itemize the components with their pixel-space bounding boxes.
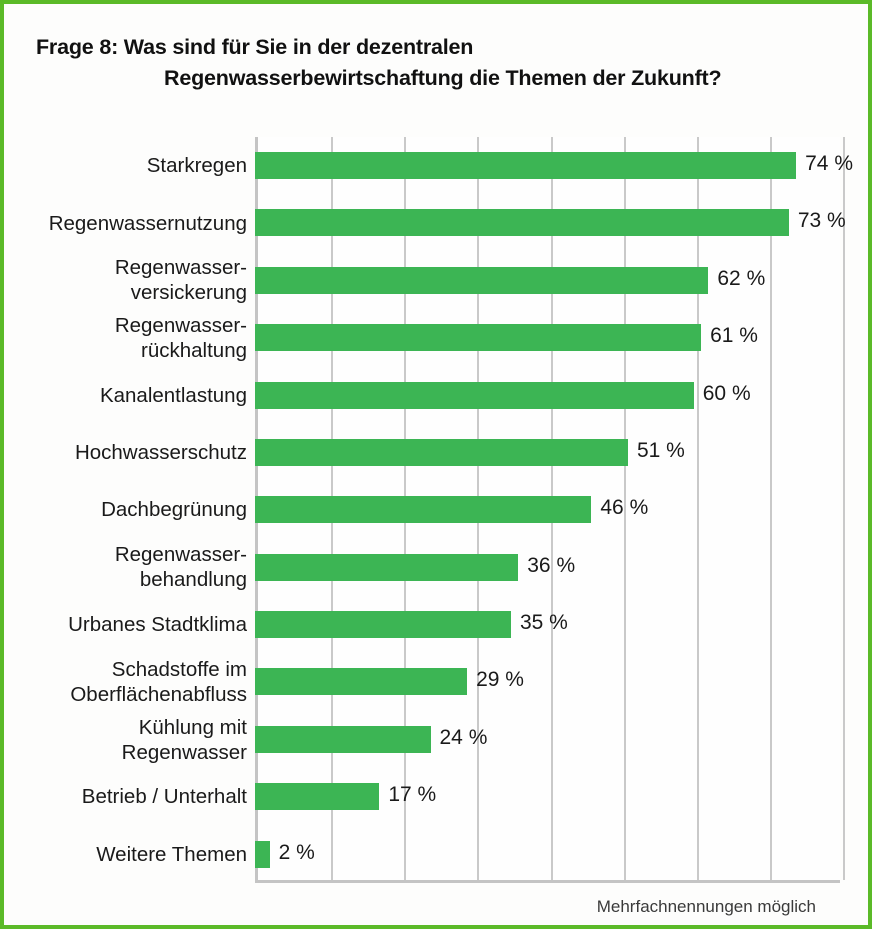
category-label-row: Dachbegrünung <box>12 481 247 538</box>
category-label: Hochwasserschutz <box>74 441 247 465</box>
category-label-row: Starkregen <box>12 137 247 194</box>
category-label-row: Weitere Themen <box>12 826 247 883</box>
plot-area-wrapper: Starkregen Regenwassernutzung Regenwasser-… <box>4 4 868 925</box>
category-label-row: Regenwassernutzung <box>12 194 247 251</box>
gridline <box>696 137 699 880</box>
bar-value-label: 46 % <box>600 496 649 520</box>
category-label: Regenwassernutzung <box>48 211 247 235</box>
category-label-row: Regenwasser- versickerung <box>12 252 247 309</box>
category-label-row: Urbanes Stadtklima <box>12 596 247 653</box>
bar <box>255 668 468 696</box>
category-label-row: Kühlung mit Regenwasser <box>12 711 247 768</box>
gridline <box>843 137 845 880</box>
bar-row: 17 % <box>255 768 840 825</box>
bar <box>255 725 431 753</box>
category-label-row: Regenwasser- rückhaltung <box>12 309 247 366</box>
bar-row: 61 % <box>255 309 840 366</box>
bar-row: 46 % <box>255 481 840 538</box>
category-label: Weitere Themen <box>96 842 247 866</box>
bar-value-label: 51 % <box>636 438 685 462</box>
bar-row: 60 % <box>255 367 840 424</box>
bar-row: 35 % <box>255 596 840 653</box>
bar-row: 62 % <box>255 252 840 309</box>
bar-value-label: 2 % <box>278 840 315 864</box>
chart-title-line-1: Frage 8: Was sind für Sie in der dezentr… <box>36 35 474 59</box>
category-label-row: Betrieb / Unterhalt <box>12 768 247 825</box>
gridline <box>769 137 772 880</box>
bar-value-label: 29 % <box>476 668 524 692</box>
bar-value-label: 24 % <box>439 725 488 749</box>
gridline <box>623 137 626 880</box>
chart-footnote: Mehrfachnennungen möglich <box>596 897 816 916</box>
bar-series: 74 % 73 % 62 % 61 % 60 % 51 % 46 % 36 % 35 % 29 %… <box>255 137 853 883</box>
bar-value-label: 17 % <box>388 783 437 807</box>
bar-value-label: 73 % <box>797 209 846 233</box>
category-label: Regenwasser- behandlung <box>114 543 247 592</box>
bar <box>255 209 789 237</box>
bar-row: 74 % <box>255 137 853 194</box>
bar-value-label: 35 % <box>519 611 568 635</box>
category-label-row: Schadstoffe im Oberflächenabfluss <box>12 653 247 710</box>
bar <box>255 381 694 409</box>
category-label: Kanalentlastung <box>99 383 247 407</box>
category-label: Dachbegrünung <box>101 498 247 522</box>
bar <box>255 783 380 811</box>
bar <box>255 152 797 179</box>
category-label: Regenwasser- rückhaltung <box>114 313 247 362</box>
bar <box>255 553 519 581</box>
bar <box>255 438 628 466</box>
bar-value-label: 74 % <box>805 152 853 175</box>
chart-title-line-2: Regenwasserbewirtschaftung die Themen de… <box>164 66 722 90</box>
bar-value-label: 36 % <box>527 553 576 577</box>
category-label-row: Hochwasserschutz <box>12 424 247 481</box>
category-label: Kühlung mit Regenwasser <box>121 715 247 764</box>
bar-value-label: 60 % <box>702 381 751 405</box>
bar <box>255 496 592 524</box>
bar-row: 73 % <box>255 194 846 251</box>
bar <box>255 611 511 639</box>
bar <box>255 324 702 352</box>
category-label-row: Regenwasser- behandlung <box>12 539 247 596</box>
bar-row: 51 % <box>255 424 840 481</box>
bar-row: 29 % <box>255 653 840 710</box>
category-label: Starkregen <box>146 154 247 178</box>
bar-row: 2 % <box>255 826 840 883</box>
bar-value-label: 61 % <box>710 324 758 348</box>
chart-title: Frage 8: Was sind für Sie in der dezentr… <box>36 32 836 94</box>
bar-row: 24 % <box>255 711 840 768</box>
category-label: Schadstoffe im Oberflächenabfluss <box>70 658 247 707</box>
bar <box>255 840 270 868</box>
category-axis-labels: Starkregen Regenwassernutzung Regenwasser-… <box>12 137 247 883</box>
category-label: Regenwasser- versickerung <box>114 256 247 305</box>
category-label: Urbanes Stadtklima <box>68 613 247 637</box>
bar <box>255 266 709 294</box>
category-label: Betrieb / Unterhalt <box>81 785 247 809</box>
category-label-row: Kanalentlastung <box>12 367 247 424</box>
bar-value-label: 62 % <box>717 266 766 290</box>
bar-row: 36 % <box>255 539 840 596</box>
